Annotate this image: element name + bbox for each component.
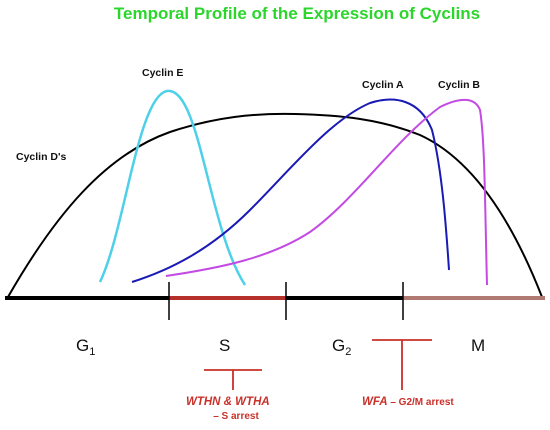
cyclin-d-label: Cyclin D's: [16, 151, 67, 163]
inhibitor-marker-s-arrest: [204, 369, 262, 390]
inhibitor-label-wfa: WFA – G2/M arrest: [362, 396, 454, 408]
cell-cycle-axis: [5, 282, 545, 320]
cyclin-b-curve: [165, 98, 488, 286]
inhibitor-effect-s-arrest: – S arrest: [213, 411, 259, 422]
cyclin-e-label: Cyclin E: [142, 67, 183, 79]
cyclin-d-curve: [7, 112, 543, 298]
inhibitor-marker-g2m-arrest: [372, 339, 432, 390]
cyclin-e-curve: [98, 89, 247, 286]
inhibitor-label-wthn-wtha: WTHN & WTHA: [186, 396, 270, 408]
cyclin-a-label: Cyclin A: [362, 79, 404, 91]
diagram-title: Temporal Profile of the Expression of Cy…: [114, 4, 480, 23]
phase-label-g1: G1: [76, 336, 95, 358]
phase-label-g2: G2: [332, 336, 351, 358]
cyclin-a-curve: [131, 98, 450, 283]
phase-label-s: S: [219, 336, 230, 355]
phase-label-m: M: [471, 336, 485, 355]
cyclin-b-label: Cyclin B: [438, 79, 480, 91]
